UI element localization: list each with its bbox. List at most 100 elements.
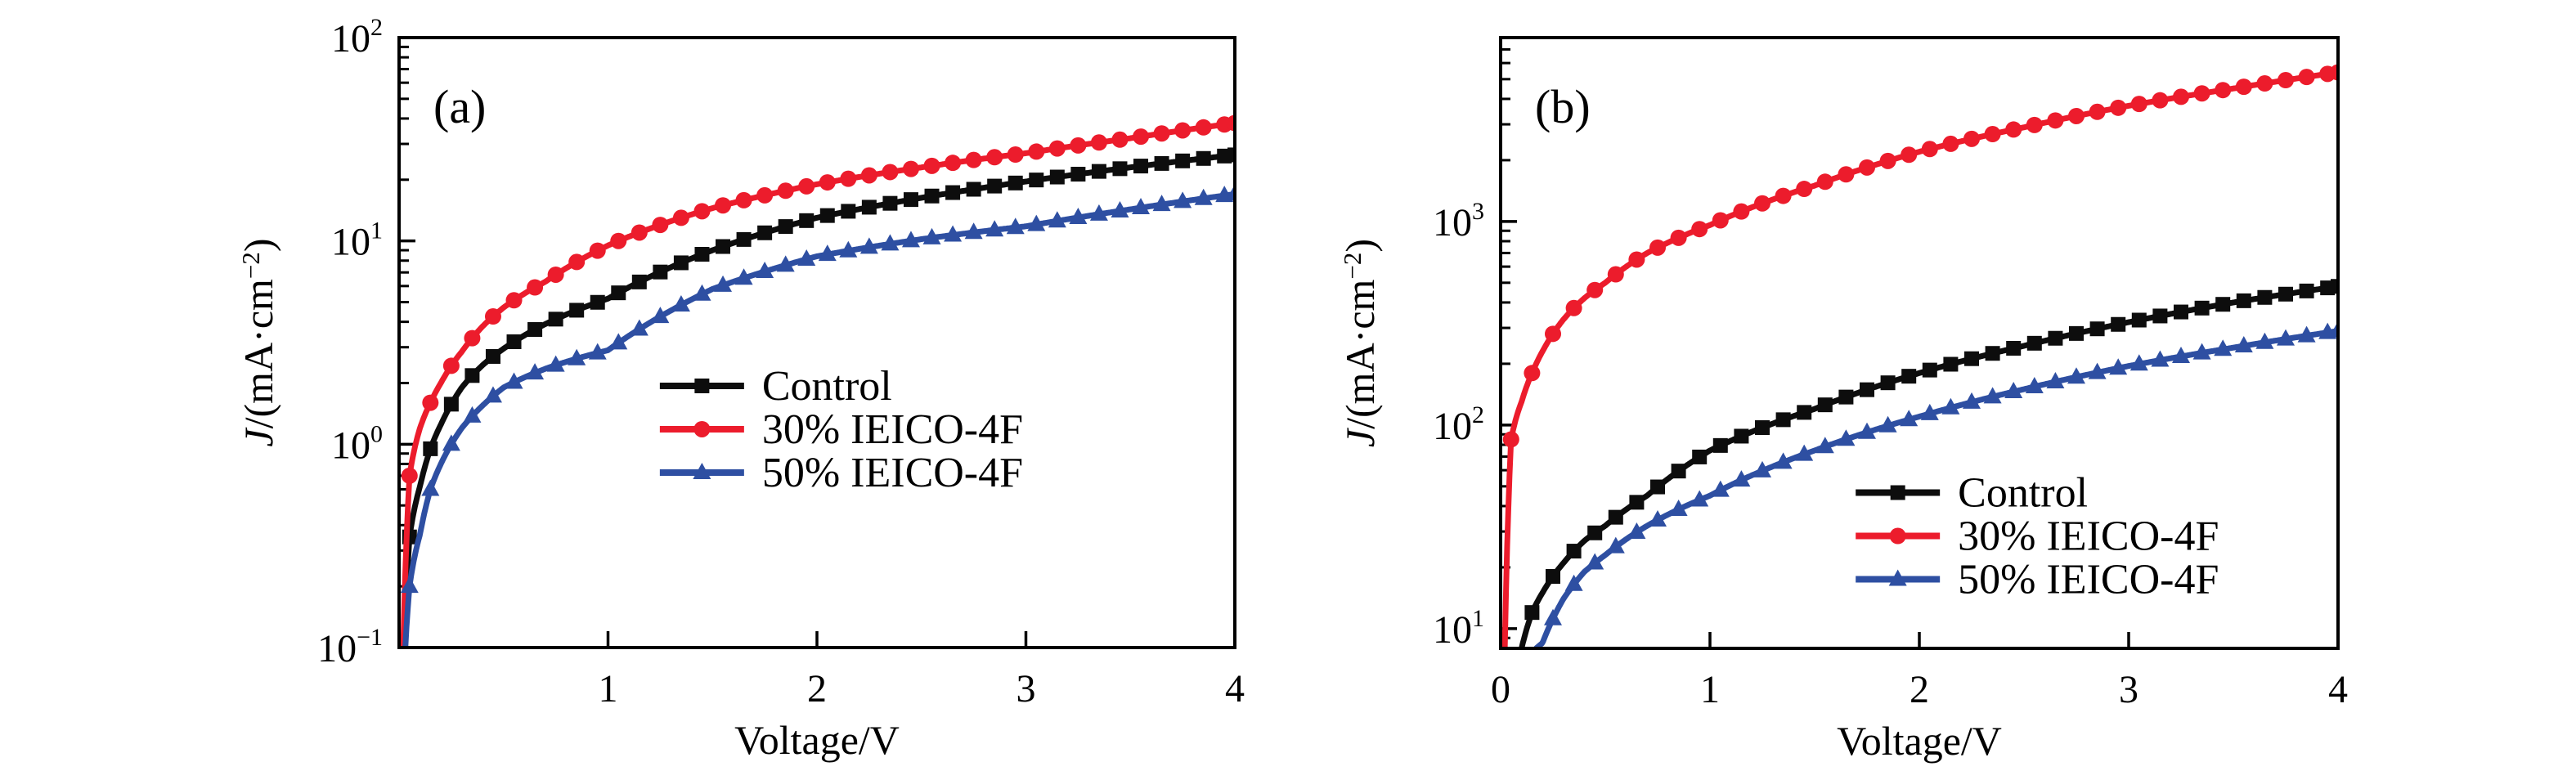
circle-marker: [672, 209, 689, 226]
circle-marker: [1796, 181, 1813, 198]
circle-marker: [2193, 85, 2210, 102]
triangle-marker: [776, 255, 795, 272]
triangle-marker: [1774, 452, 1793, 469]
circle-marker: [735, 191, 752, 208]
legend-item-control: Control: [1856, 470, 2088, 517]
triangle-marker: [1900, 410, 1919, 427]
square-marker: [1797, 405, 1812, 420]
circle-marker: [610, 232, 627, 249]
square-marker: [924, 188, 940, 204]
circle-marker: [547, 266, 564, 283]
triangle-marker: [2151, 350, 2170, 367]
circle-marker: [1670, 229, 1687, 246]
triangle-marker: [1941, 397, 1960, 415]
triangle-marker: [2025, 376, 2044, 393]
triangle-marker: [2046, 371, 2065, 388]
triangle-marker: [734, 268, 753, 285]
series-control-markers: [402, 147, 1235, 545]
triangle-marker: [568, 348, 586, 365]
triangle-marker: [526, 363, 545, 380]
y-tick-label: 10−1: [317, 624, 383, 670]
circle-marker: [2152, 92, 2169, 109]
circle-marker: [464, 329, 481, 347]
square-marker: [2026, 335, 2042, 351]
square-marker: [1964, 351, 1979, 366]
triangle-marker: [2277, 329, 2295, 346]
square-marker: [1587, 525, 1603, 540]
circle-marker: [1070, 137, 1087, 154]
circle-marker: [798, 177, 815, 195]
circle-marker: [756, 186, 774, 204]
y-tick-label: 101: [331, 217, 383, 264]
square-marker: [2215, 297, 2231, 312]
circle-marker: [882, 164, 899, 181]
square-marker: [1922, 362, 1937, 378]
legend-square-marker: [694, 378, 710, 393]
circle-marker: [1195, 119, 1212, 136]
legend-label: Control: [1958, 470, 2088, 517]
triangle-marker: [964, 222, 983, 240]
x-tick-label: 1: [1700, 668, 1720, 711]
square-marker: [2299, 283, 2314, 298]
triangle-marker: [2255, 332, 2274, 349]
circle-marker: [902, 160, 919, 177]
square-marker: [2152, 308, 2168, 324]
y-tick-label: 103: [1433, 198, 1484, 244]
square-marker: [527, 321, 543, 337]
triangle-marker: [1963, 392, 1981, 409]
square-marker: [1524, 605, 1540, 621]
square-marker: [1112, 161, 1128, 177]
x-tick-label: 4: [2328, 668, 2348, 711]
triangle-marker: [1586, 553, 1604, 570]
triangle-marker: [651, 307, 670, 324]
square-marker: [1227, 147, 1235, 163]
triangle-marker: [1669, 500, 1688, 517]
square-marker: [1838, 389, 1854, 405]
triangle-marker: [1606, 536, 1625, 554]
triangle-marker: [1048, 211, 1066, 228]
circle-marker: [1545, 325, 1561, 343]
circle-marker: [1879, 152, 1896, 169]
legend-item-30-ieico-4f: 30% IEICO-4F: [1856, 513, 2219, 560]
circle-marker: [442, 357, 460, 374]
square-marker: [673, 255, 689, 271]
circle-marker: [484, 308, 501, 325]
triangle-marker: [1815, 437, 1834, 454]
triangle-marker: [1027, 214, 1046, 231]
legend-item-50-ieico-4f: 50% IEICO-4F: [1856, 557, 2219, 603]
square-marker: [736, 231, 752, 247]
triangle-marker: [630, 319, 648, 336]
triangle-marker: [1627, 522, 1646, 539]
square-marker: [1629, 495, 1645, 510]
chart-panel-b: 0 1 2 3 4 101 102 103 (b) Voltage/V J/(mA·cm−2) Con…: [1337, 36, 2348, 764]
triangle-marker: [2297, 325, 2316, 343]
square-marker: [1943, 356, 1959, 372]
circle-marker: [986, 149, 1003, 166]
circle-marker: [1712, 212, 1729, 229]
triangle-marker: [1226, 184, 1235, 201]
circle-marker: [1502, 431, 1519, 448]
square-marker: [1650, 479, 1665, 495]
legend-circle-marker: [693, 420, 711, 437]
circle-marker: [1628, 251, 1645, 268]
triangle-marker: [463, 406, 482, 423]
square-marker: [1712, 437, 1728, 453]
square-marker: [1671, 464, 1686, 479]
triangle-marker: [609, 333, 628, 350]
square-marker: [631, 274, 647, 289]
circle-marker: [1174, 122, 1192, 139]
legend-item-control: Control: [659, 363, 892, 410]
y-tick-label: 101: [1433, 605, 1484, 652]
x-tick-label: 3: [2119, 668, 2138, 711]
triangle-marker: [442, 434, 460, 451]
square-marker: [2131, 312, 2147, 328]
triangle-marker: [1732, 470, 1751, 487]
triangle-marker: [2214, 339, 2233, 356]
circle-marker: [652, 217, 669, 234]
triangle-marker: [505, 372, 523, 389]
triangle-marker: [797, 249, 816, 267]
square-marker: [423, 441, 438, 456]
square-marker: [778, 219, 793, 235]
